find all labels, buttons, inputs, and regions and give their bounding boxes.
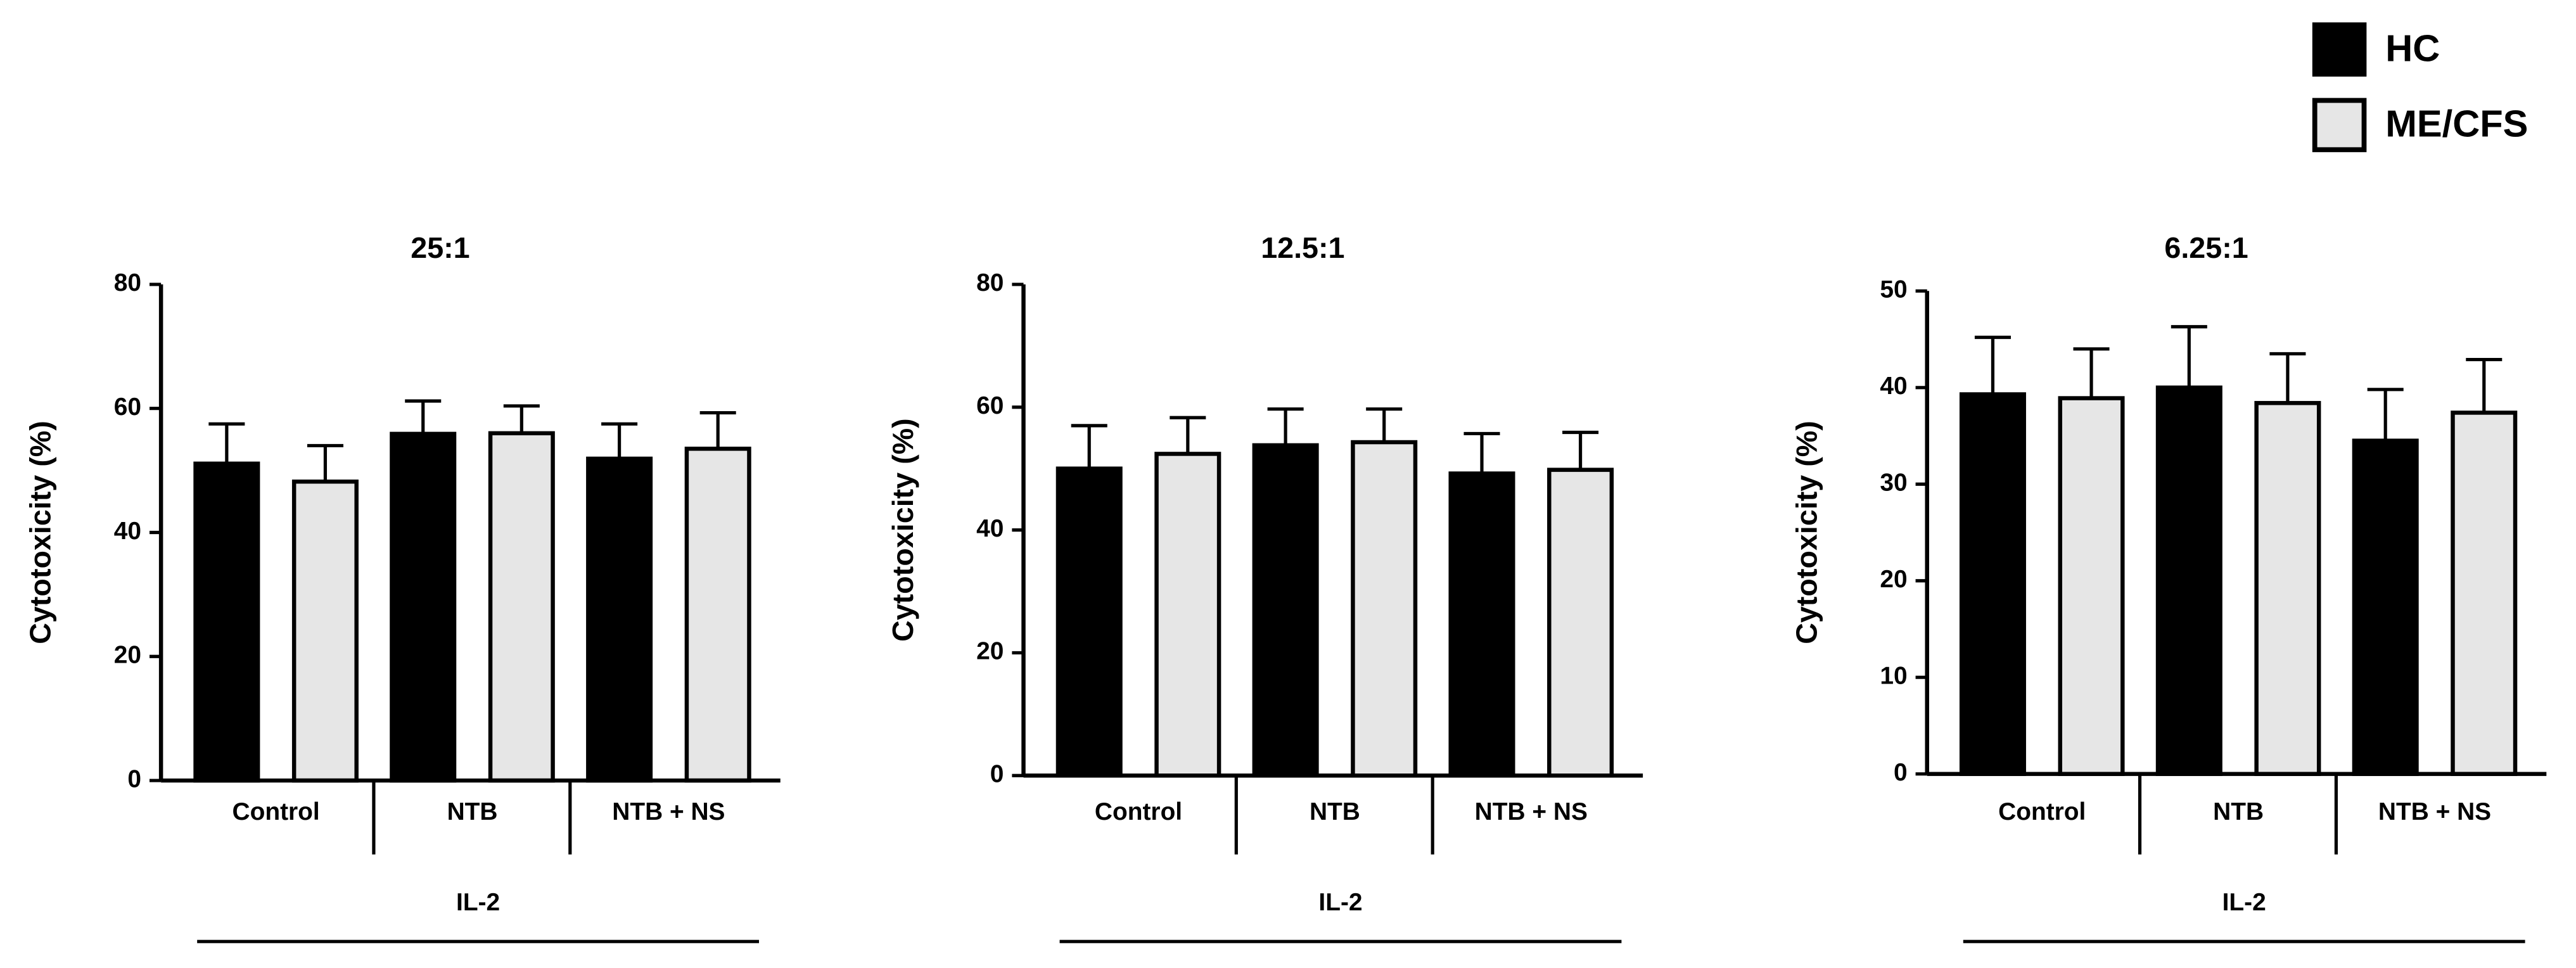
bar — [291, 479, 359, 783]
bar — [2352, 438, 2419, 776]
chart-title: 6.25:1 — [2164, 231, 2248, 264]
legend-swatch — [2312, 22, 2367, 77]
y-tick-label: 40 — [1880, 373, 1907, 400]
legend-swatch — [2312, 98, 2367, 153]
y-tick-label: 0 — [127, 765, 141, 793]
bar — [193, 461, 260, 783]
y-axis-label: Cytotoxicity (%) — [886, 418, 919, 642]
y-tick-label: 50 — [1880, 276, 1907, 303]
y-tick-label: 0 — [990, 761, 1004, 788]
x-tick-label: NTB — [2213, 798, 2264, 825]
bar — [1959, 392, 2026, 776]
y-tick-label: 60 — [114, 393, 141, 421]
bar — [1547, 468, 1614, 778]
legend-label: ME/CFS — [2385, 103, 2528, 145]
chart-title: 25:1 — [411, 231, 469, 264]
chart-title: 12.5:1 — [1261, 231, 1344, 264]
legend-label: HC — [2385, 27, 2440, 69]
x-tick-label: NTB — [1310, 798, 1360, 825]
group-label: IL-2 — [456, 889, 500, 916]
x-tick-label: Control — [1095, 798, 1182, 825]
group-label: IL-2 — [2222, 889, 2266, 916]
y-tick-label: 80 — [114, 269, 141, 296]
bar — [2254, 400, 2321, 776]
bar — [2451, 411, 2518, 776]
y-axis-label: Cytotoxicity (%) — [24, 421, 57, 644]
bar — [390, 431, 457, 783]
bar — [1154, 452, 1221, 778]
y-tick-label: 60 — [976, 392, 1004, 419]
y-tick-label: 20 — [1880, 566, 1907, 593]
y-axis-label: Cytotoxicity (%) — [1790, 421, 1823, 644]
x-tick-label: NTB + NS — [612, 798, 725, 825]
y-tick-label: 20 — [114, 642, 141, 669]
x-tick-label: NTB — [447, 798, 498, 825]
bar — [586, 456, 653, 783]
y-tick-label: 30 — [1880, 469, 1907, 497]
bar — [684, 447, 751, 783]
y-tick-label: 80 — [976, 269, 1004, 296]
group-label: IL-2 — [1318, 889, 1362, 916]
y-tick-label: 10 — [1880, 662, 1907, 689]
bar — [2058, 396, 2125, 776]
bar — [1055, 466, 1123, 778]
x-tick-label: NTB + NS — [1475, 798, 1588, 825]
y-tick-label: 0 — [1894, 759, 1908, 786]
x-tick-label: Control — [233, 798, 320, 825]
bar — [1448, 471, 1515, 778]
bar — [1252, 443, 1319, 778]
bar — [488, 431, 555, 783]
y-tick-label: 40 — [976, 515, 1004, 542]
bar — [1351, 440, 1418, 778]
y-tick-label: 20 — [976, 638, 1004, 665]
x-tick-label: NTB + NS — [2378, 798, 2491, 825]
y-tick-label: 40 — [114, 518, 141, 545]
bar — [2155, 385, 2222, 776]
x-tick-label: Control — [1998, 798, 2086, 825]
